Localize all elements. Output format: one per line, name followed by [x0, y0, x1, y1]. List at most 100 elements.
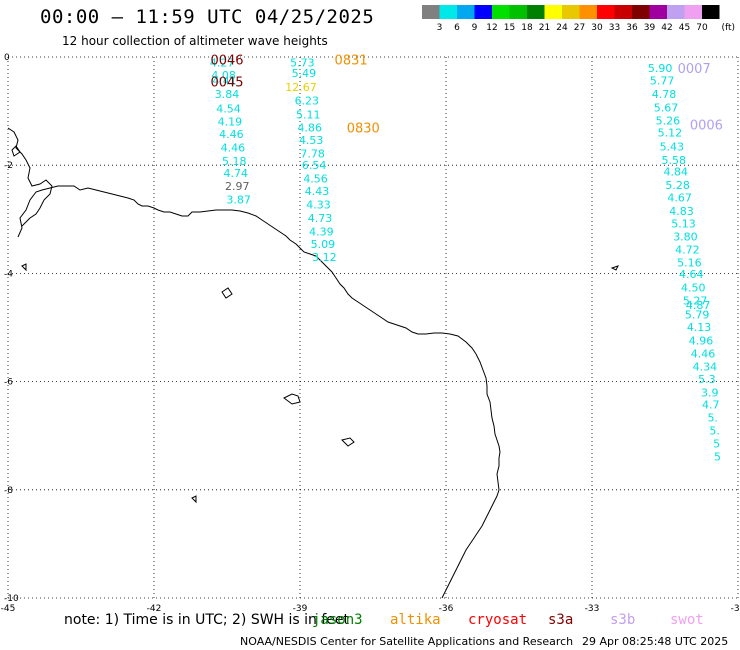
- legend-swatch: [544, 5, 562, 19]
- wave-height-value: 5.09: [311, 238, 336, 251]
- wave-height-value: 4.7: [702, 398, 720, 411]
- pass-time-label: 0045: [210, 75, 243, 90]
- legend-label: 24: [556, 23, 568, 33]
- satellite-cryosat: cryosat: [468, 612, 528, 628]
- wave-height-value: 6.23: [295, 94, 320, 107]
- satellite-s3a: s3a: [548, 612, 574, 628]
- generated-time: 29 Apr 08:25:48 UTC 2025: [582, 635, 729, 648]
- legend-swatch: [702, 5, 720, 19]
- x-tick-label: -42: [147, 604, 162, 614]
- wave-height-value: 5.49: [292, 67, 317, 80]
- wave-height-value: 5.67: [654, 101, 679, 114]
- wave-height-value: 6.54: [302, 159, 327, 172]
- wave-height-value: 5.28: [665, 179, 690, 192]
- legend-swatch: [667, 5, 685, 19]
- legend-swatch: [509, 5, 527, 19]
- wave-height-value: 4.19: [218, 115, 243, 128]
- pass-time-label: 0006: [690, 119, 723, 134]
- coastline-mainland: [17, 185, 501, 599]
- wave-height-value: 4.78: [652, 88, 677, 101]
- legend-label: 3: [437, 23, 443, 33]
- legend-swatch: [684, 5, 702, 19]
- wave-height-value: 4.84: [663, 166, 688, 179]
- legend-label: 42: [661, 23, 672, 33]
- wave-height-value: 12.67: [285, 81, 317, 94]
- wave-height-value: 5.77: [650, 74, 675, 87]
- coastline-north: [7, 127, 53, 227]
- legend-swatch: [614, 5, 632, 19]
- wave-height-value: 3.12: [312, 251, 337, 264]
- page-title: 00:00 — 11:59 UTC 04/25/2025: [40, 6, 375, 28]
- pass-time-label: 0831: [335, 54, 368, 69]
- x-tick-label: -36: [439, 604, 454, 614]
- y-tick-label: 0: [4, 53, 10, 63]
- y-axis-labels: 0 -2 -4 -6 -8 -10: [4, 53, 19, 604]
- wave-height-value: 4.74: [224, 167, 249, 180]
- satellite-swot: swot: [670, 612, 704, 628]
- wave-height-value: 3.80: [673, 231, 698, 244]
- legend-swatch: [439, 5, 457, 19]
- wave-height-value: 4.83: [669, 205, 694, 218]
- legend-swatch: [579, 5, 597, 19]
- wave-height-value: 5.26: [656, 114, 681, 127]
- x-tick-label: -39: [293, 604, 308, 614]
- coastline-islands: [11, 145, 619, 504]
- wave-height-value: 7.78: [300, 147, 325, 160]
- satellite-s3b: s3b: [610, 612, 636, 628]
- wave-height-value: 3.9: [701, 386, 719, 399]
- wave-height-value: 4.46: [691, 347, 716, 360]
- y-tick-label: -8: [4, 486, 13, 496]
- satellite-altika: altika: [390, 612, 441, 628]
- wave-height-value: 4.46: [221, 141, 246, 154]
- legend-swatch: [632, 5, 650, 19]
- wave-height-value: 5.12: [658, 127, 683, 140]
- wave-height-value: 4.96: [689, 334, 714, 347]
- credit-line: NOAA/NESDIS Center for Satellite Applica…: [240, 635, 574, 648]
- wave-height-value: 4.41: [212, 74, 237, 87]
- legend-swatch: [474, 5, 492, 19]
- wave-height-value: 5.18: [222, 155, 247, 168]
- legend-label: 70: [696, 23, 708, 33]
- wave-height-value: 4.73: [308, 212, 333, 225]
- wave-height-value: 4.72: [675, 244, 700, 257]
- legend-label: 45: [679, 23, 690, 33]
- satellite-jason3: jason3: [312, 612, 363, 628]
- legend-label: 18: [521, 23, 533, 33]
- wave-height-value: 4.54: [216, 102, 241, 115]
- legend-label: 12: [486, 23, 497, 33]
- wave-height-value: 5.13: [671, 218, 696, 231]
- wave-height-value: 5: [714, 450, 721, 463]
- x-tick-label: -30: [731, 604, 740, 614]
- x-axis-labels: -45 -42 -39 -36 -33 -30: [1, 604, 740, 614]
- legend-swatch: [597, 5, 615, 19]
- wave-height-value: 5.: [709, 424, 720, 437]
- wave-height-value: 4.53: [299, 134, 324, 147]
- legend-label: 6: [454, 23, 460, 33]
- footer-note: note: 1) Time is in UTC; 2) SWH is in fe…: [64, 612, 350, 628]
- legend-swatch: [492, 5, 510, 19]
- pass-time-label: 0007: [678, 62, 711, 77]
- wave-height-value: 4.86: [297, 121, 322, 134]
- y-tick-label: -10: [4, 594, 19, 604]
- wave-height-value: 5.11: [296, 108, 321, 121]
- wave-height-value: 4.34: [693, 360, 718, 373]
- wave-height-value: 4.08: [211, 69, 236, 82]
- wave-height-value: 4.27: [210, 56, 235, 69]
- wave-height-value: 5: [713, 437, 720, 450]
- wave-height-value: 5.: [707, 411, 718, 424]
- legend-label: 36: [626, 23, 638, 33]
- wave-height-value: 5.43: [660, 140, 685, 153]
- graticule-grid: [7, 56, 739, 599]
- pass-labels: 0046 0045 0831 0830 0007 0006: [210, 54, 722, 137]
- wave-height-values: 4.274.084.413.844.544.194.464.465.184.74…: [210, 56, 721, 463]
- y-tick-label: -4: [4, 269, 13, 279]
- wave-height-value: 5.3: [698, 373, 716, 386]
- wave-height-value: 4.87: [686, 299, 711, 312]
- wave-height-value: 4.13: [687, 321, 712, 334]
- wave-height-value: 5.73: [290, 56, 315, 69]
- legend-label: 21: [539, 23, 550, 33]
- wave-height-value: 5.79: [685, 309, 710, 322]
- coastline: [7, 127, 619, 599]
- y-tick-label: -2: [4, 161, 13, 171]
